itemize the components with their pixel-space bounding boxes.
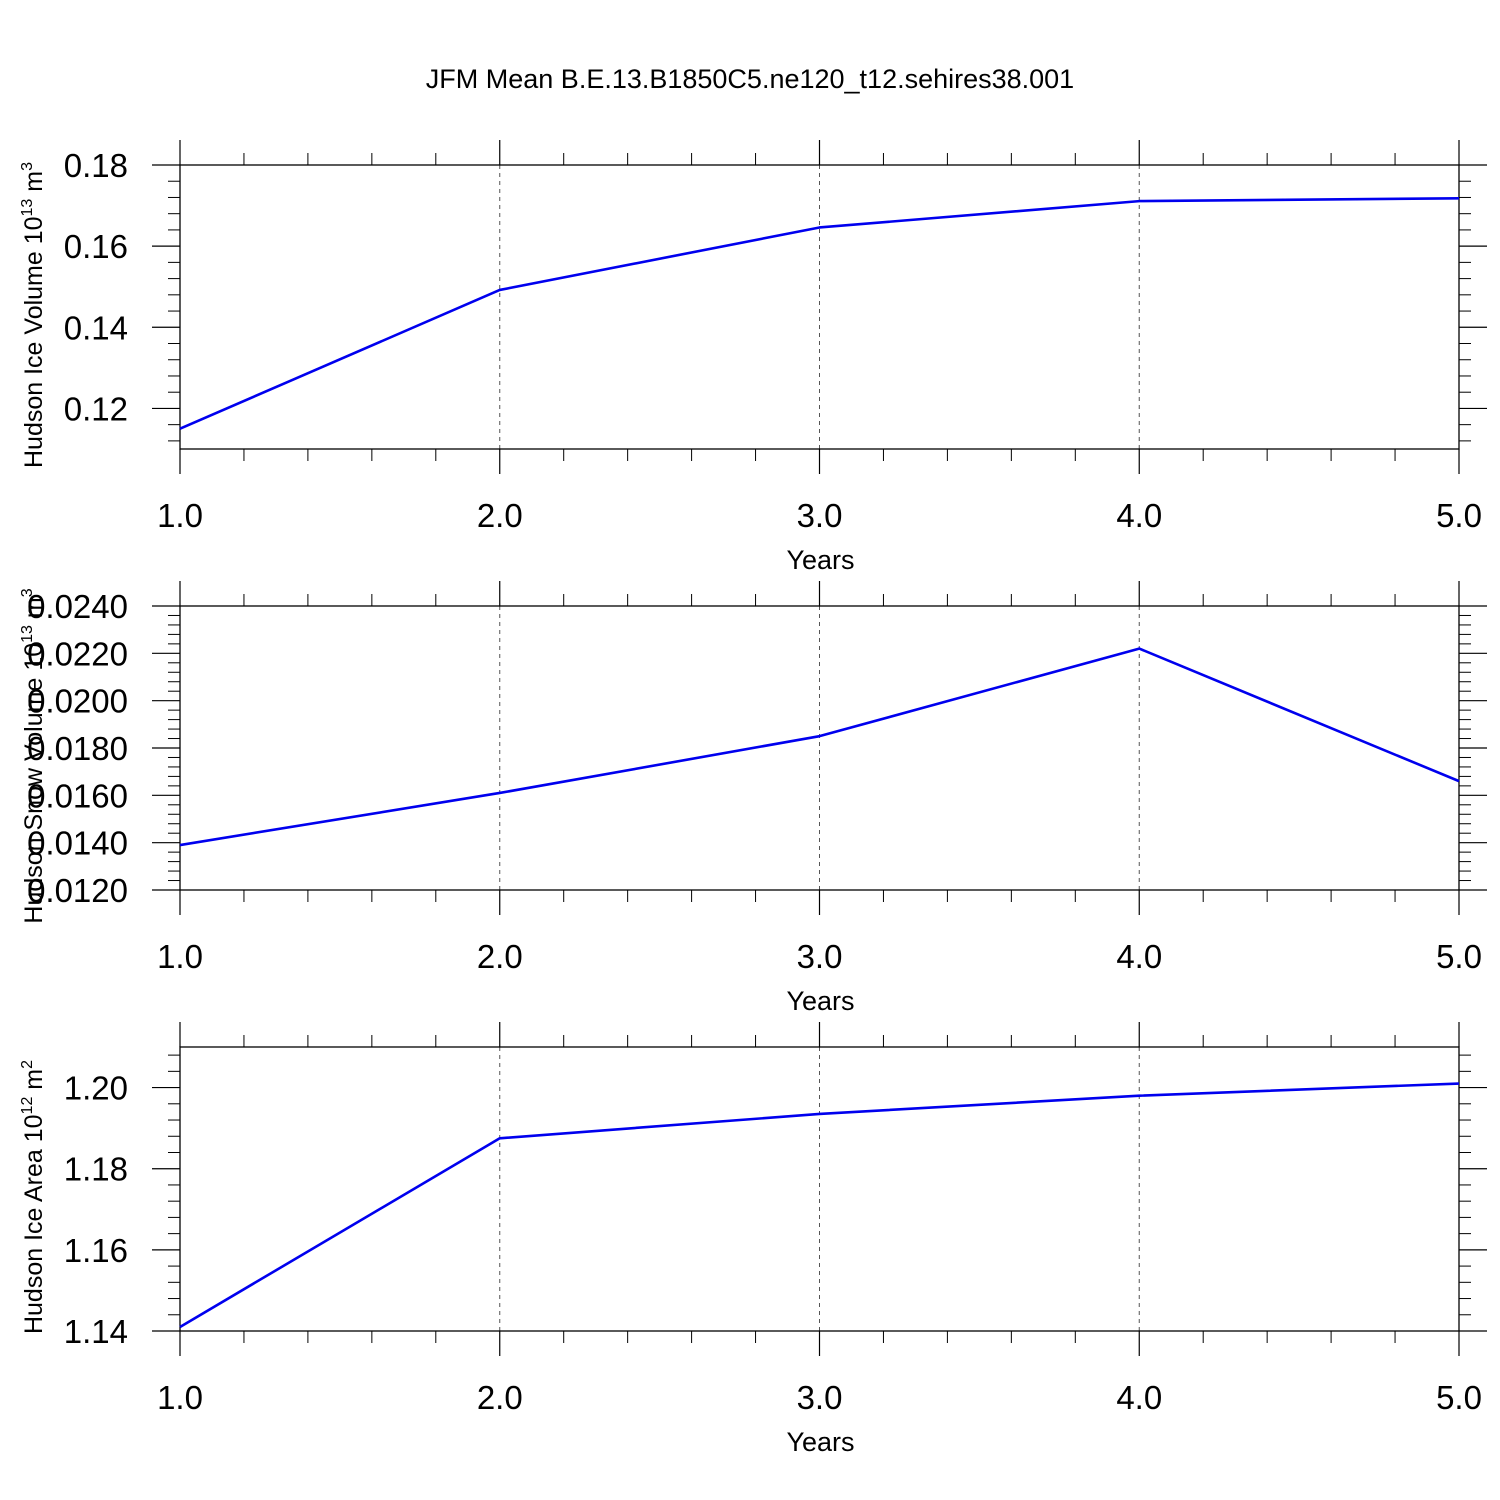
y-tick-label: 0.16 [64,228,128,265]
x-tick-label: 4.0 [1116,497,1162,534]
y-tick-label: 1.16 [64,1232,128,1269]
y-tick-label: 0.0220 [27,635,128,672]
y-tick-label: 1.18 [64,1151,128,1188]
x-tick-label: 2.0 [477,497,523,534]
y-tick-label: 0.0120 [27,872,128,909]
y-tick-label: 0.14 [64,309,128,346]
y-tick-label: 0.0240 [27,588,128,625]
x-axis-title: Years [786,545,854,575]
y-tick-label: 0.0180 [27,730,128,767]
y-tick-label: 0.18 [64,147,128,184]
panel-2: 1.0 2.0 3.0 4.0 5.0 0.0120 0.0140 0.0160 0.0180 0… [19,581,1487,1016]
y-tick-label: 0.0200 [27,683,128,720]
y-tick-label: 1.20 [64,1070,128,1107]
x-tick-label: 4.0 [1116,1379,1162,1416]
x-axis-title: Years [786,1427,854,1457]
x-tick-label: 1.0 [157,938,203,975]
panel-3: 1.0 2.0 3.0 4.0 5.0 1.14 1.16 1.18 1.20 Years Huds… [19,1022,1487,1457]
x-tick-label: 4.0 [1116,938,1162,975]
y-tick-label: 0.12 [64,390,128,427]
chart-title: JFM Mean B.E.13.B1850C5.ne120_t12.sehire… [425,64,1075,94]
x-tick-label: 2.0 [477,938,523,975]
y-tick-label: 0.0160 [27,777,128,814]
x-tick-label: 5.0 [1436,938,1482,975]
series-line [179,1082,1460,1329]
y-tick-label: 1.14 [64,1313,128,1350]
x-tick-label: 5.0 [1436,1379,1482,1416]
series-line [179,196,1460,430]
series-line [179,647,1460,847]
panel-1: 1.0 2.0 3.0 4.0 5.0 0.12 0.14 0.16 0.18 Years Huds… [19,140,1487,575]
y-axis-title: Hudson Ice Volume 1013 m3 [19,162,48,468]
y-axis-title: Hudson Ice Area 1012 m2 [19,1060,48,1334]
x-tick-label: 3.0 [797,497,843,534]
x-tick-label: 1.0 [157,497,203,534]
x-tick-label: 5.0 [1436,497,1482,534]
x-axis-title: Years [786,986,854,1016]
y-axis-title: Hudson Snow Volume 1013 m3 [19,588,48,923]
x-tick-label: 3.0 [797,938,843,975]
x-tick-label: 1.0 [157,1379,203,1416]
y-tick-label: 0.0140 [27,825,128,862]
x-tick-label: 2.0 [477,1379,523,1416]
x-tick-label: 3.0 [797,1379,843,1416]
